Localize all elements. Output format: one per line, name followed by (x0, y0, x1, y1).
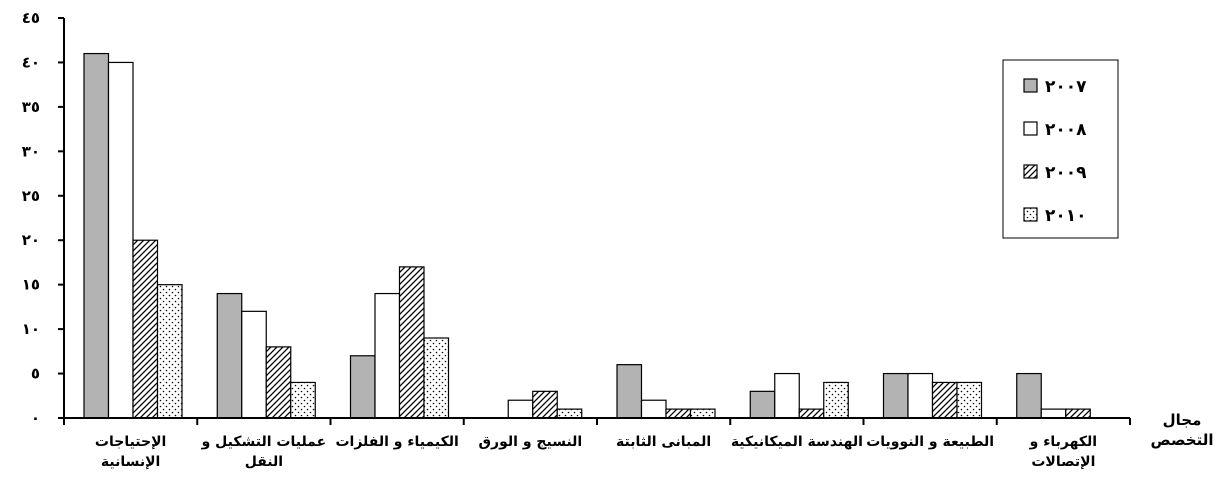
x-category-label: الإحتياجات (95, 434, 166, 450)
y-tick-label: ٤٠ (22, 53, 40, 71)
bar (374, 292, 401, 419)
bar (1040, 408, 1067, 419)
bar (398, 266, 425, 419)
bar (132, 239, 159, 419)
legend: ٢٠٠٧ ٢٠٠٨ ٢٠٠٩ ٢٠١٠ (1002, 59, 1119, 239)
x-axis-title-line-2: التخصص (1151, 431, 1214, 449)
bar (1016, 372, 1042, 419)
legend-box (1002, 59, 1119, 239)
bar (156, 284, 183, 419)
bar (349, 355, 376, 419)
x-category-label: الإتصالات (1031, 454, 1095, 470)
legend-label: ٢٠١٠ (1045, 206, 1087, 226)
x-category-label: الكيمياء و الفلزات (335, 434, 458, 450)
y-tick-label: ١٠ (22, 320, 40, 338)
legend-swatch (1023, 121, 1038, 136)
bar (665, 408, 692, 419)
x-category-label: الهندسة الميكانيكية (731, 434, 863, 450)
x-axis-title-line-1: مجال (1163, 411, 1202, 429)
y-tick-label: ٣٠ (22, 142, 40, 160)
x-category-label: الكهرباء و (1029, 434, 1097, 450)
bar (83, 52, 110, 419)
bar (774, 372, 800, 419)
bar (216, 292, 243, 419)
legend-label: ٢٠٠٨ (1045, 120, 1087, 140)
y-tick-label: ٢٠ (22, 231, 40, 249)
legend-swatch (1023, 207, 1038, 222)
bar (689, 408, 716, 419)
x-category-label: الطبيعة و النوويات (866, 434, 994, 450)
y-tick-label: ٠ (31, 409, 40, 427)
bar (507, 399, 534, 419)
bar (265, 346, 292, 419)
bar (640, 399, 667, 419)
x-category-label: النقل (245, 454, 283, 470)
x-category-label: المبانى الثابتة (616, 434, 711, 450)
bar (907, 372, 934, 419)
bars (83, 52, 1091, 419)
y-tick-label: ٣٥ (22, 98, 40, 116)
x-category-label: الإنسانية (101, 454, 160, 470)
x-category-label: النسيج و الورق (479, 434, 583, 450)
legend-label: ٢٠٠٧ (1045, 77, 1087, 97)
y-tick-label: ١٥ (22, 276, 40, 294)
bar (556, 408, 583, 419)
x-axis-title: مجال التخصص (1151, 411, 1214, 449)
y-tick-label: ٥ (31, 365, 40, 383)
bar (107, 61, 134, 419)
bar (823, 381, 849, 419)
x-category-label: عمليات التشكيل و (201, 434, 327, 450)
y-tick-label: ٢٥ (22, 187, 40, 205)
bar (532, 390, 558, 419)
bar (1065, 408, 1091, 419)
legend-label: ٢٠٠٩ (1045, 163, 1087, 183)
bar (956, 381, 983, 419)
bar (798, 408, 825, 419)
y-axis: ٠ ٥ ١٠ ١٥ ٢٠ ٢٥ ٣٠ ٣٥ ٤٠ ٤٥ (22, 9, 65, 427)
bar (290, 381, 316, 419)
y-tick-label: ٤٥ (22, 9, 40, 27)
bar (931, 381, 958, 419)
bar (882, 372, 909, 419)
bar (423, 337, 450, 419)
legend-swatch (1023, 164, 1038, 179)
bar (749, 390, 776, 419)
legend-swatch (1023, 78, 1038, 93)
bar (616, 364, 643, 419)
bar (241, 310, 267, 419)
x-axis: الإحتياجات الإنسانية عمليات التشكيل و النقل… (63, 417, 1131, 470)
